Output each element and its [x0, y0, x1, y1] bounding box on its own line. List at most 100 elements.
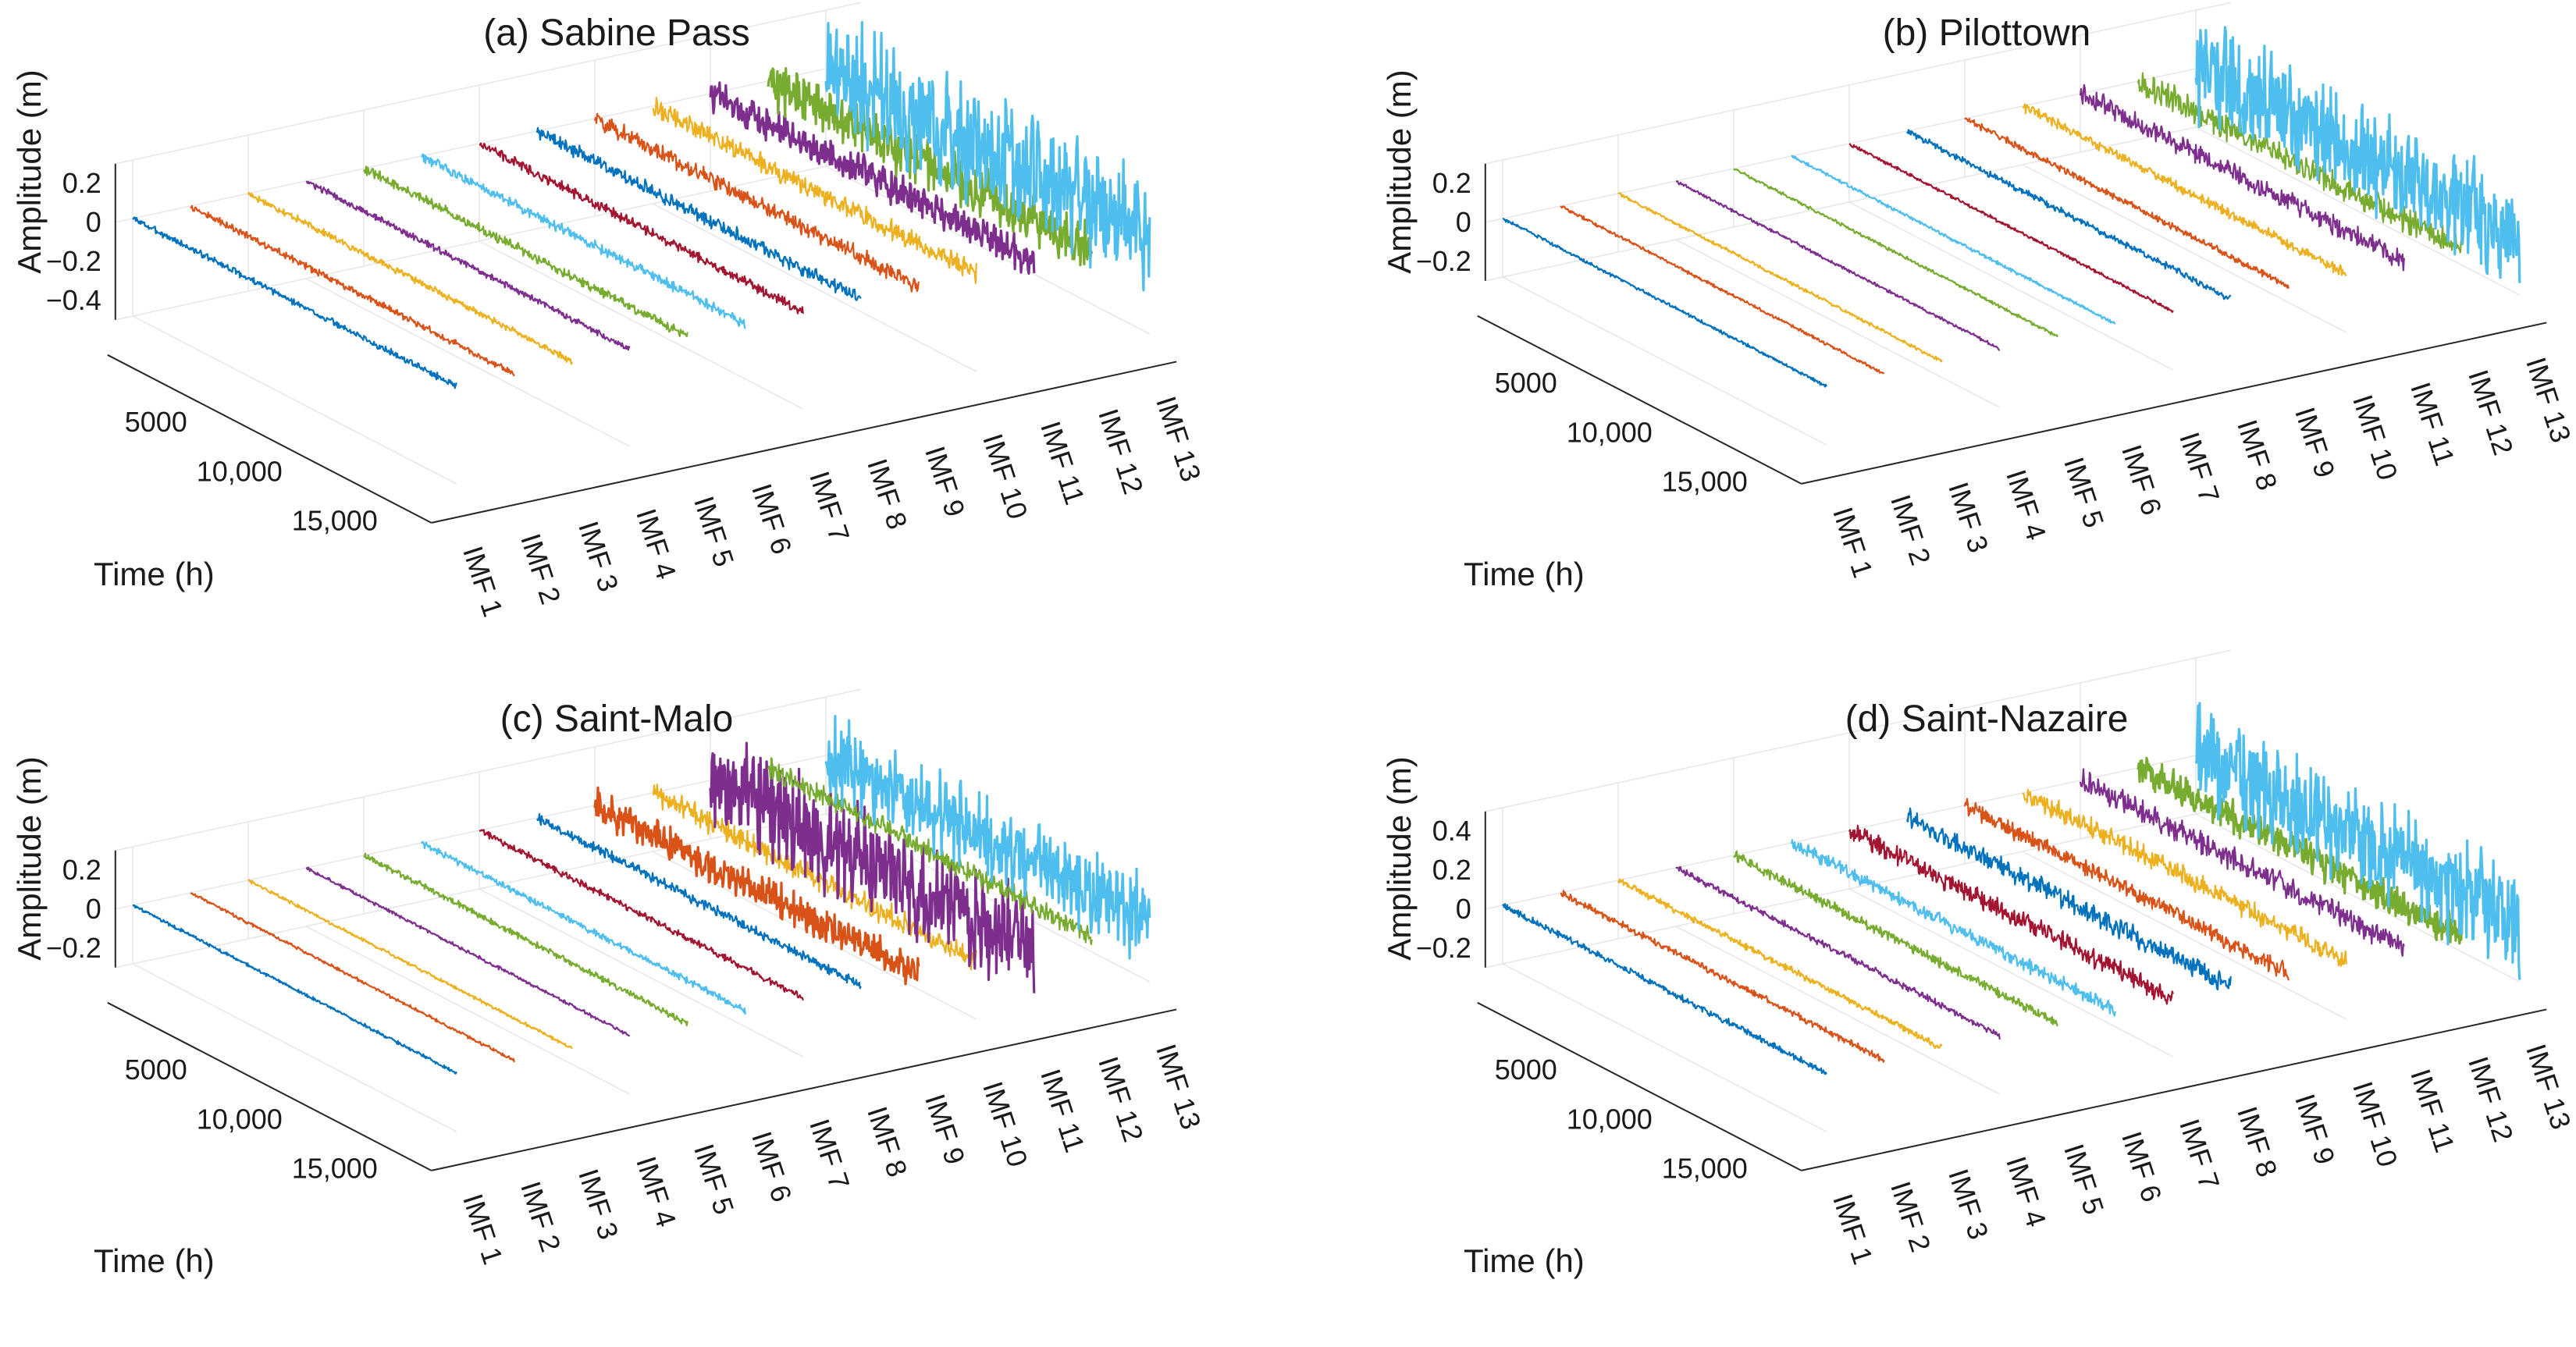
series-imf-7	[1848, 824, 2174, 1005]
time-axis-label: Time (h)	[1464, 556, 1585, 592]
z-tick-label: −0.2	[46, 245, 101, 277]
series-imf-4	[1675, 180, 2001, 351]
grid-line	[115, 688, 861, 851]
series-imf-13	[2194, 26, 2521, 283]
panel-title: (c) Saint-Malo	[500, 698, 734, 740]
imf-tick-label: IMF 11	[2404, 379, 2461, 470]
series-group	[1502, 702, 2521, 1075]
grid-line	[115, 60, 861, 223]
series-imf-11	[709, 741, 1036, 993]
z-tick-label: 0	[86, 893, 101, 925]
grid-line	[825, 165, 1151, 335]
grid-line	[1675, 926, 2001, 1095]
series-group	[132, 20, 1151, 389]
grid-line	[479, 888, 804, 1057]
imf-tick-label: IMF 5	[2058, 1140, 2110, 1218]
imf-tick-label: IMF 4	[630, 1153, 682, 1231]
series-imf-13	[824, 715, 1151, 960]
z-tick-label: 0.2	[62, 854, 101, 886]
time-tick-label: 15,000	[1662, 466, 1748, 498]
imf-tick-label: IMF 9	[919, 442, 971, 521]
imf-tick-label: IMF 8	[2231, 1103, 2283, 1181]
z-tick-label: 0.4	[1432, 815, 1471, 847]
time-tick-label: 10,000	[1567, 416, 1653, 448]
series-imf-2	[190, 892, 515, 1063]
z-tick-label: −0.2	[1416, 245, 1471, 277]
series-imf-1	[1502, 218, 1827, 388]
imf-tick-label: IMF 7	[2173, 1115, 2226, 1193]
grid-line	[1675, 239, 2001, 408]
series-imf-4	[1675, 865, 2001, 1040]
imf-tick-label: IMF 4	[630, 505, 682, 583]
series-imf-10	[652, 97, 977, 284]
series-imf-11	[709, 81, 1036, 275]
time-tick-label: 15,000	[292, 1153, 378, 1185]
time-tick-label: 5000	[1495, 367, 1557, 399]
grid-line	[115, 805, 861, 968]
series-imf-9	[593, 112, 920, 293]
axes	[1477, 163, 2547, 485]
series-imf-12	[2137, 72, 2463, 254]
series-imf-3	[247, 191, 573, 365]
series-imf-2	[1560, 205, 1885, 375]
grid-line	[132, 963, 457, 1132]
imf-tick-label: IMF 7	[803, 1115, 856, 1193]
grid-line	[652, 203, 977, 372]
imf-tick-label: IMF 9	[2289, 1090, 2341, 1168]
time-tick-label: 10,000	[197, 1103, 283, 1135]
axes	[107, 163, 1177, 524]
series-imf-10	[2022, 788, 2347, 967]
imf-axis	[1801, 322, 2547, 485]
imf-tick-label: IMF 6	[745, 1128, 798, 1206]
imf-tick-label: IMF 12	[1092, 1053, 1150, 1146]
imf-tick-label: IMF 6	[2115, 441, 2168, 519]
z-tick-label: 0.2	[1432, 854, 1471, 886]
imf-tick-label: IMF 2	[1884, 491, 1937, 569]
imf-tick-label: IMF 5	[2058, 453, 2110, 531]
time-axis-label: Time (h)	[94, 1242, 215, 1279]
axes	[107, 850, 1177, 1171]
series-group	[1502, 26, 2521, 388]
grid-line	[305, 926, 631, 1095]
series-imf-13	[824, 20, 1151, 292]
series-imf-11	[2079, 768, 2405, 957]
imf-tick-label: IMF 12	[2462, 1053, 2520, 1146]
time-tick-label: 10,000	[1567, 1103, 1653, 1135]
imf-tick-label: IMF 1	[1827, 1190, 1879, 1268]
series-imf-6	[1791, 155, 2116, 325]
series-imf-3	[247, 879, 573, 1050]
series-imf-4	[305, 866, 631, 1037]
imf-tick-label: IMF 3	[1942, 1165, 1994, 1243]
series-imf-10	[652, 784, 977, 971]
grid-line	[1485, 649, 2231, 812]
axes	[1477, 811, 2547, 1171]
series-imf-8	[535, 126, 862, 301]
series-imf-3	[1617, 192, 1943, 363]
imf-tick-label: IMF 1	[457, 1190, 509, 1268]
imf-tick-label: IMF 8	[2231, 416, 2283, 494]
panel-title: (b) Pilottown	[1883, 12, 2091, 54]
time-axis	[1477, 1001, 1802, 1171]
imf-tick-label: IMF 9	[2289, 403, 2341, 482]
imf-tick-label: IMF 2	[1884, 1178, 1937, 1256]
series-imf-5	[363, 852, 688, 1027]
imf-tick-label: IMF 12	[2462, 366, 2520, 459]
imf-tick-label: IMF 11	[1034, 418, 1091, 509]
grid-line	[479, 240, 804, 410]
imf-axis	[1801, 1008, 2547, 1171]
imf-tick-label: IMF 10	[2347, 391, 2404, 484]
z-axis-label: Amplitude (m)	[11, 69, 48, 273]
imf-tick-label: IMF 13	[1150, 1040, 1208, 1133]
imf-tick-label: IMF 10	[977, 1078, 1034, 1171]
time-tick-label: 5000	[125, 406, 187, 438]
imf-tick-label: IMF 3	[572, 517, 624, 595]
imf-tick-label: IMF 2	[514, 1178, 567, 1256]
imf-tick-label: IMF 5	[688, 1140, 740, 1218]
grid-line	[1502, 276, 1827, 446]
imf-tick-label: IMF 13	[2520, 354, 2576, 446]
series-imf-5	[1733, 850, 2058, 1027]
z-axis-label: Amplitude (m)	[11, 756, 48, 960]
series-imf-9	[1963, 798, 2290, 981]
